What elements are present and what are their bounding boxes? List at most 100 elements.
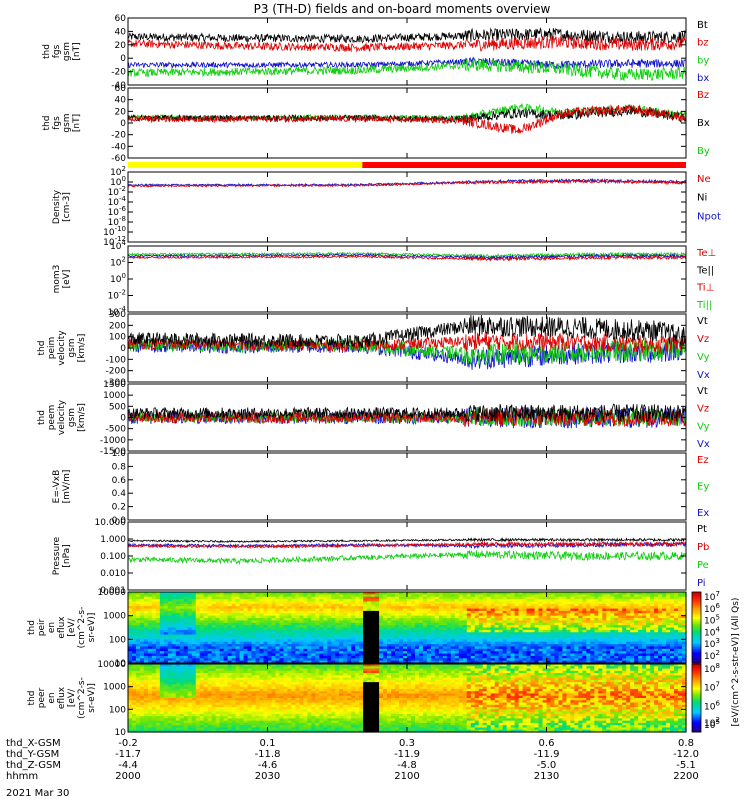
y-axis-label: mom3 bbox=[52, 265, 62, 294]
y-tick-label: 0.6 bbox=[112, 476, 127, 486]
y-tick-label: 0 bbox=[120, 54, 126, 64]
y-tick-label: -200 bbox=[106, 367, 127, 377]
legend-label: Vy bbox=[697, 421, 710, 432]
y-axis-label: [nT] bbox=[72, 114, 82, 132]
y-tick-label: 10000 bbox=[97, 588, 126, 598]
legend-label: Ey bbox=[697, 482, 709, 493]
y-tick-label: -100 bbox=[106, 355, 127, 365]
legend-label: Ez bbox=[697, 455, 709, 466]
y-axis-label: peim bbox=[47, 337, 57, 360]
legend-label: Vz bbox=[697, 334, 709, 345]
legend-label: Ni bbox=[697, 193, 707, 204]
y-axis-label: gsm bbox=[67, 338, 77, 357]
legend-label: Te⊥ bbox=[696, 248, 716, 259]
y-axis-label: [nT] bbox=[72, 42, 82, 60]
y-tick-label: 100 bbox=[109, 333, 126, 343]
y-axis-label: gsm bbox=[67, 408, 77, 427]
legend-label: Vy bbox=[697, 352, 710, 363]
y-axis-label: E=-VxB bbox=[52, 470, 62, 504]
y-tick-label: 500 bbox=[109, 402, 126, 412]
y-axis-label: fgs bbox=[52, 44, 62, 58]
y-tick-label: 0.2 bbox=[112, 503, 126, 513]
y-axis-label: [cm-3] bbox=[62, 192, 72, 222]
legend-label: Pe bbox=[697, 560, 709, 571]
y-tick-label: 60 bbox=[115, 84, 127, 94]
y-axis-label: [km/s] bbox=[77, 403, 87, 432]
legend-label: bz bbox=[697, 38, 709, 49]
y-tick-label: 0.8 bbox=[112, 462, 127, 472]
y-axis-label: [km/s] bbox=[77, 334, 87, 363]
y-tick-label: 1000 bbox=[103, 612, 126, 622]
y-tick-label: 100 bbox=[109, 635, 126, 645]
y-tick-label: 1500 bbox=[103, 380, 126, 390]
legend-label: Vz bbox=[697, 404, 709, 415]
legend-label: Pb bbox=[697, 542, 709, 553]
legend-label: by bbox=[697, 55, 709, 66]
legend-label: Pi bbox=[697, 578, 706, 589]
y-tick-label: -40 bbox=[111, 142, 126, 152]
y-axis-label: Density bbox=[52, 189, 62, 224]
y-tick-label: 0.4 bbox=[112, 489, 127, 499]
legend-label: Ex bbox=[697, 508, 709, 519]
y-tick-label: 300 bbox=[109, 310, 126, 320]
y-axis-label: [eV/ bbox=[67, 617, 77, 636]
y-tick-label: -20 bbox=[111, 131, 126, 141]
legend-label: Bz bbox=[697, 90, 709, 101]
y-axis-label: [nPa] bbox=[62, 544, 72, 567]
legend-label: By bbox=[697, 146, 710, 157]
y-axis-label: [mV/m] bbox=[62, 470, 72, 504]
y-tick-label: 40 bbox=[115, 96, 127, 106]
legend-label: Ne bbox=[697, 174, 711, 185]
y-tick-label: -500 bbox=[106, 425, 127, 435]
y-tick-label: 1.000 bbox=[100, 535, 126, 545]
y-tick-label: 200 bbox=[109, 321, 126, 331]
y-axis-label: velocity bbox=[57, 399, 67, 435]
legend-label: Vx bbox=[697, 370, 710, 381]
y-tick-label: 0.010 bbox=[100, 569, 126, 579]
y-tick-label: 1.0 bbox=[112, 449, 127, 459]
legend-label: Ti⊥ bbox=[696, 283, 714, 294]
y-axis-label: thd bbox=[27, 620, 37, 635]
legend-label: Vt bbox=[697, 316, 708, 327]
legend-label: Te|| bbox=[696, 265, 714, 276]
y-tick-label: 0 bbox=[120, 119, 126, 129]
y-tick-label: 10.000 bbox=[95, 518, 127, 528]
y-tick-label: 0.100 bbox=[100, 552, 126, 562]
y-tick-label: 0 bbox=[120, 344, 126, 354]
y-tick-label: 0 bbox=[120, 414, 126, 424]
legend-label: Ti|| bbox=[696, 300, 712, 311]
y-tick-label: -60 bbox=[111, 154, 126, 164]
legend-label: Vt bbox=[697, 386, 708, 397]
y-axis-label: eflux bbox=[57, 616, 67, 639]
y-axis-label: thd bbox=[37, 341, 47, 356]
y-axis-label: Pressure bbox=[52, 536, 62, 575]
legend-label: bx bbox=[697, 73, 709, 84]
y-tick-label: 1000 bbox=[103, 391, 126, 401]
y-tick-label: -20 bbox=[111, 68, 126, 78]
y-axis-label: sr-eV)] bbox=[87, 613, 97, 643]
y-axis-label: gsm bbox=[62, 113, 72, 132]
y-axis-label: peir bbox=[37, 618, 47, 636]
y-tick-label: -1000 bbox=[100, 436, 126, 446]
y-tick-label: 60 bbox=[115, 14, 127, 24]
legend-label: Bt bbox=[697, 20, 708, 31]
y-axis-label: (cm^2-s- bbox=[77, 607, 87, 649]
legend-label: Bx bbox=[697, 118, 710, 129]
y-axis-label: thd bbox=[37, 410, 47, 425]
legend-label: Pt bbox=[697, 524, 707, 535]
y-axis-label: velocity bbox=[57, 330, 67, 366]
y-axis-label: gsm bbox=[62, 42, 72, 61]
y-axis-label: peem bbox=[47, 405, 57, 431]
y-tick-label: 40 bbox=[115, 27, 127, 37]
y-axis-label: thd bbox=[42, 44, 52, 59]
y-tick-label: 20 bbox=[115, 41, 127, 51]
legend-label: Npot bbox=[697, 211, 721, 222]
legend-label: Vx bbox=[697, 439, 710, 450]
y-axis-label: fgs bbox=[52, 116, 62, 130]
y-axis-label: thd bbox=[42, 116, 52, 131]
figure-title: P3 (TH-D) fields and on-board moments ov… bbox=[254, 2, 551, 16]
y-axis-label: [eV] bbox=[62, 270, 72, 289]
y-axis-label: en bbox=[47, 622, 57, 633]
y-tick-label: 20 bbox=[115, 107, 127, 117]
